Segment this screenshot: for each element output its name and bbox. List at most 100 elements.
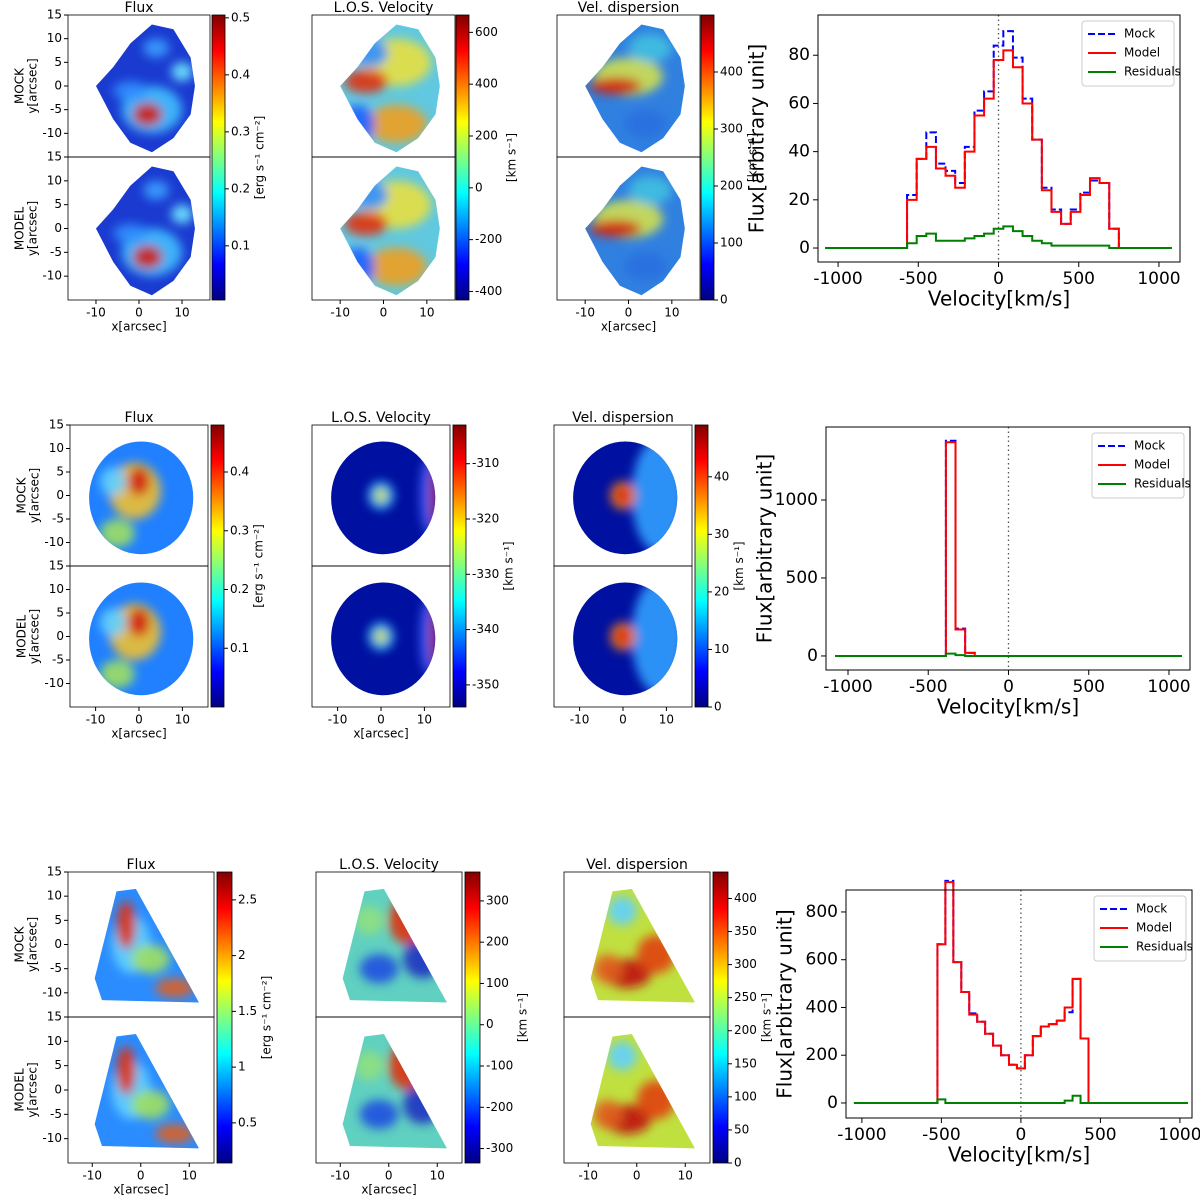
legend-label: Mock bbox=[1124, 27, 1155, 41]
map-blob bbox=[359, 1099, 399, 1129]
colorbar-tick-label: 50 bbox=[734, 1122, 749, 1136]
colorbar-label: [erg s⁻¹ cm⁻²] bbox=[252, 524, 266, 608]
map-image bbox=[573, 441, 678, 555]
colorbar-tick-label: -400 bbox=[475, 284, 502, 298]
colorbar-tick-label: 0 bbox=[486, 1017, 494, 1031]
legend-label: Model bbox=[1124, 46, 1160, 60]
panel-label: MODEL bbox=[13, 1068, 27, 1112]
map-blob bbox=[340, 104, 375, 143]
colorbar-tick-label: 100 bbox=[486, 976, 509, 990]
colorbar-tick-label: -100 bbox=[486, 1059, 513, 1073]
map-blob bbox=[628, 176, 672, 205]
map-blob bbox=[128, 467, 150, 496]
y-tick-label: -5 bbox=[50, 102, 62, 116]
colorbar bbox=[211, 14, 226, 301]
y-tick-label: -5 bbox=[52, 653, 64, 667]
map-blob bbox=[354, 905, 384, 935]
map-blob bbox=[374, 488, 388, 503]
x-tick-label: 10 bbox=[417, 713, 432, 727]
colorbar-label: [km s⁻¹] bbox=[745, 133, 759, 182]
map-blob bbox=[353, 38, 388, 68]
legend-label: Residuals bbox=[1136, 940, 1193, 954]
x-axis-label: Velocity[km/s] bbox=[948, 1143, 1090, 1167]
y-axis-label: y[arcsec] bbox=[26, 58, 40, 113]
x-axis-label: x[arcsec] bbox=[353, 727, 408, 741]
x-tick-label: 0 bbox=[619, 713, 627, 727]
map-blob bbox=[631, 582, 678, 693]
y-tick-label: -5 bbox=[50, 245, 62, 259]
colorbar bbox=[216, 871, 233, 1164]
map-image bbox=[95, 24, 195, 153]
y-axis-label: y[arcsec] bbox=[28, 468, 42, 523]
legend-label: Mock bbox=[1136, 902, 1167, 916]
map-image bbox=[573, 582, 678, 696]
map-blob bbox=[403, 1085, 443, 1125]
map-blob bbox=[143, 180, 170, 200]
x-tick-label: -10 bbox=[330, 1169, 350, 1183]
colorbar-tick-label: 400 bbox=[475, 77, 498, 91]
map-blob bbox=[113, 223, 148, 243]
x-tick-label: 0 bbox=[135, 713, 143, 727]
y-tick-label: 15 bbox=[49, 559, 64, 573]
colorbar-tick-label: 0 bbox=[714, 700, 722, 714]
y-tick-label: 80 bbox=[788, 45, 810, 65]
colorbar-tick-label: 0.2 bbox=[231, 181, 250, 195]
x-tick-label: 0 bbox=[380, 306, 388, 320]
y-tick-label: -10 bbox=[42, 1131, 62, 1145]
map-title: Vel. dispersion bbox=[578, 0, 680, 16]
x-tick-label: -10 bbox=[328, 713, 348, 727]
map-blob bbox=[128, 608, 150, 637]
x-tick-label: 10 bbox=[419, 306, 434, 320]
map-title: Flux bbox=[124, 410, 153, 426]
y-tick-label: 10 bbox=[47, 173, 62, 187]
x-tick-label: -500 bbox=[922, 1125, 961, 1145]
y-tick-label: -10 bbox=[44, 535, 64, 549]
map-blob bbox=[131, 944, 170, 974]
y-tick-label: 200 bbox=[806, 1045, 838, 1065]
x-tick-label: 0 bbox=[1003, 677, 1014, 697]
map-blob bbox=[615, 487, 631, 504]
map-background bbox=[342, 888, 447, 1003]
colorbar-label: [km s⁻¹] bbox=[732, 541, 746, 590]
colorbar-tick-label: 350 bbox=[734, 924, 757, 938]
colorbar bbox=[210, 424, 225, 708]
map-blob bbox=[353, 180, 388, 210]
y-tick-label: 60 bbox=[788, 93, 810, 113]
map-blob bbox=[593, 1099, 623, 1129]
map-blob bbox=[344, 69, 388, 94]
colorbar bbox=[700, 14, 715, 301]
y-tick-label: 0 bbox=[56, 488, 64, 502]
x-axis-label: x[arcsec] bbox=[361, 1183, 416, 1197]
map-blob bbox=[359, 954, 399, 984]
map-image bbox=[89, 582, 194, 696]
x-tick-label: -10 bbox=[578, 1169, 598, 1183]
y-tick-label: 10 bbox=[49, 441, 64, 455]
legend-label: Model bbox=[1134, 458, 1170, 472]
x-tick-label: 0 bbox=[385, 1169, 393, 1183]
map-blobs bbox=[113, 38, 193, 134]
legend-label: Residuals bbox=[1134, 477, 1191, 491]
map-background bbox=[590, 1034, 695, 1149]
y-tick-label: -10 bbox=[42, 126, 62, 140]
colorbar-tick-label: 1 bbox=[238, 1060, 246, 1074]
legend-box bbox=[1091, 432, 1185, 499]
x-tick-label: -1000 bbox=[813, 269, 862, 289]
x-tick-label: 1000 bbox=[1147, 677, 1190, 697]
y-tick-label: 800 bbox=[806, 902, 838, 922]
colorbar-label: [erg s⁻¹ cm⁻²] bbox=[260, 976, 274, 1060]
colorbar-tick-label: 100 bbox=[720, 236, 743, 250]
map-blob bbox=[631, 441, 678, 552]
x-axis-label: x[arcsec] bbox=[113, 1183, 168, 1197]
x-tick-label: -500 bbox=[909, 677, 948, 697]
map-blob bbox=[171, 62, 193, 82]
map-blob bbox=[624, 252, 668, 281]
y-tick-label: 5 bbox=[54, 913, 62, 927]
y-axis-label: y[arcsec] bbox=[28, 609, 42, 664]
map-image bbox=[340, 166, 440, 296]
y-tick-label: 10 bbox=[47, 1034, 62, 1048]
colorbar-tick-label: -200 bbox=[475, 232, 502, 246]
map-blobs bbox=[111, 1046, 195, 1144]
map-image bbox=[94, 1034, 199, 1149]
map-blob bbox=[113, 81, 148, 101]
map-image bbox=[94, 888, 199, 1003]
